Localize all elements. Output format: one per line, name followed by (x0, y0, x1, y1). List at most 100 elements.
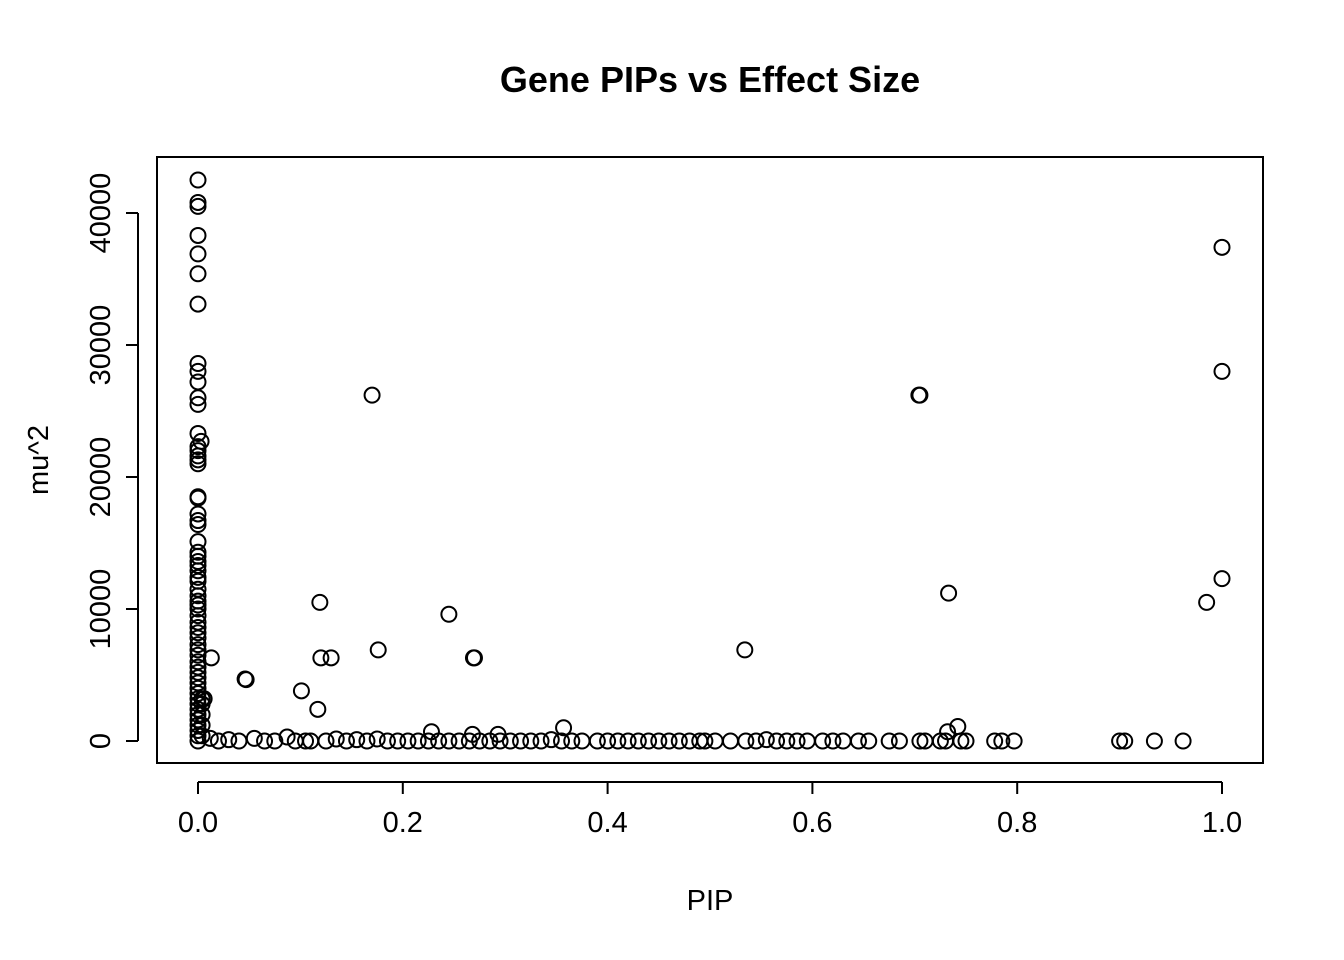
data-point (957, 732, 975, 750)
data-point (1213, 570, 1231, 588)
data-point (189, 562, 207, 580)
data-point (670, 732, 688, 750)
data-point (348, 731, 366, 749)
data-point (522, 732, 540, 750)
chart-title: Gene PIPs vs Effect Size (500, 59, 920, 100)
data-point (609, 732, 627, 750)
data-point (747, 732, 765, 750)
y-tick-label: 10000 (85, 569, 117, 650)
data-point (619, 732, 637, 750)
data-point (201, 729, 219, 747)
data-points (189, 171, 1231, 750)
data-point (798, 732, 816, 750)
data-point (369, 641, 387, 659)
data-point (1198, 593, 1216, 611)
y-tick-label: 0 (85, 733, 117, 749)
data-point (189, 727, 207, 745)
data-point (189, 362, 207, 380)
data-point (757, 731, 775, 749)
data-point (430, 732, 448, 750)
data-point (389, 732, 407, 750)
data-point (629, 732, 647, 750)
data-point (640, 732, 658, 750)
data-point (189, 265, 207, 283)
data-point (471, 732, 489, 750)
data-point (189, 354, 207, 372)
data-point (189, 197, 207, 215)
x-tick-label: 1.0 (1202, 807, 1242, 839)
data-point (555, 719, 573, 737)
data-point (465, 649, 483, 667)
data-point (553, 732, 571, 750)
data-point (419, 732, 437, 750)
data-point (931, 732, 949, 750)
data-point (660, 732, 678, 750)
data-point (599, 732, 617, 750)
data-point (911, 732, 929, 750)
data-point (940, 584, 958, 602)
y-tick-label: 20000 (85, 437, 117, 518)
data-point (481, 732, 499, 750)
data-point (309, 700, 327, 718)
data-point (721, 732, 739, 750)
data-point (491, 732, 509, 750)
data-point (189, 442, 207, 460)
data-point (573, 732, 591, 750)
data-point (189, 516, 207, 534)
data-point (327, 730, 345, 748)
data-point (563, 732, 581, 750)
data-point (1111, 732, 1129, 750)
data-point (292, 682, 310, 700)
data-point (768, 732, 786, 750)
data-point (532, 732, 550, 750)
data-point (409, 732, 427, 750)
data-point (312, 649, 330, 667)
data-point (189, 505, 207, 523)
data-point (278, 728, 296, 746)
y-tick-label: 30000 (85, 305, 117, 386)
data-point (193, 716, 211, 734)
data-point (220, 731, 238, 749)
data-point (189, 636, 207, 654)
y-tick-label: 40000 (85, 173, 117, 254)
data-point (696, 732, 714, 750)
data-point (189, 618, 207, 636)
data-point (189, 629, 207, 647)
data-point (322, 649, 340, 667)
data-point (399, 732, 417, 750)
x-tick-label: 0.4 (587, 807, 627, 839)
y-axis: 0 10000 20000 30000 40000 (85, 173, 139, 749)
data-point (189, 646, 207, 664)
data-point (245, 729, 263, 747)
data-point (189, 424, 207, 442)
data-point (189, 171, 207, 189)
data-point (440, 732, 458, 750)
data-point (880, 732, 898, 750)
data-point (849, 732, 867, 750)
data-point (189, 245, 207, 263)
data-point (440, 605, 458, 623)
data-point (193, 727, 211, 745)
data-point (1213, 238, 1231, 256)
data-point (189, 587, 207, 605)
data-point (193, 695, 211, 713)
data-point (501, 732, 519, 750)
data-point (512, 732, 530, 750)
data-point (890, 732, 908, 750)
data-point (952, 732, 970, 750)
data-point (189, 395, 207, 413)
data-point (542, 731, 560, 749)
data-point (860, 732, 878, 750)
data-point (193, 706, 211, 724)
y-axis-label: mu^2 (23, 425, 55, 495)
data-point (230, 732, 248, 750)
data-point (189, 624, 207, 642)
data-point (737, 732, 755, 750)
x-axis: 0.0 0.2 0.4 0.6 0.8 1.0 (178, 781, 1242, 839)
data-point (378, 732, 396, 750)
data-point (256, 732, 274, 750)
data-point (834, 732, 852, 750)
data-point (778, 732, 796, 750)
data-point (189, 389, 207, 407)
